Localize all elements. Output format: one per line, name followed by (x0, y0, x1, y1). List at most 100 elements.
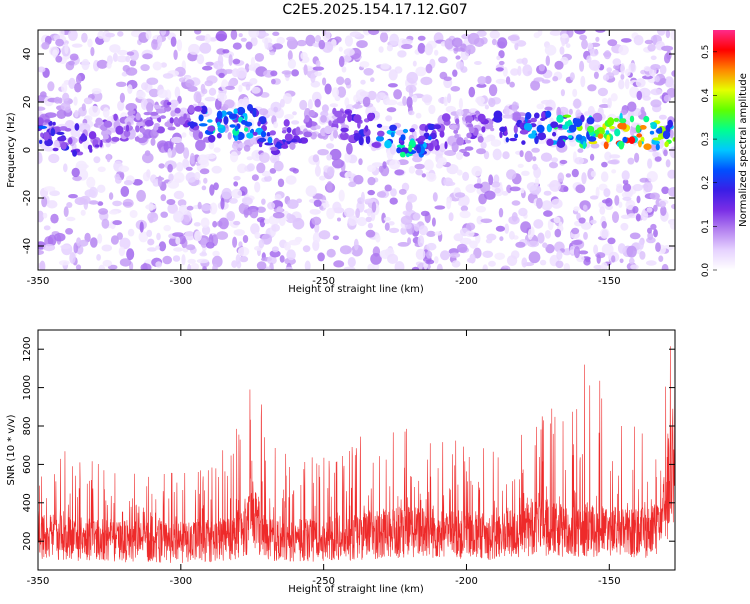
spectrogram-cell (485, 238, 493, 244)
spectrogram-cell (414, 223, 420, 232)
spectrogram-ridge-cell (283, 119, 290, 127)
spectrogram-ridge-cell (534, 135, 539, 145)
spectrogram-cell (208, 234, 214, 246)
spectrogram-cell (600, 171, 609, 182)
spectrogram-ridge-cell (416, 144, 422, 154)
spectrogram-cell (196, 54, 205, 65)
spectrogram-cell (605, 197, 613, 207)
spectrogram-cell (88, 105, 101, 117)
spectrogram-cell (502, 191, 509, 196)
spectrogram-cell (432, 192, 438, 202)
spectrogram-cell (495, 67, 504, 72)
spectrogram-ridge-cell (315, 125, 321, 130)
spectrogram-cell (521, 170, 530, 176)
spectrogram-cell (194, 230, 202, 242)
spectrogram-ridge-cell (339, 132, 349, 141)
spectrogram-cell (120, 186, 130, 197)
spectrogram-ridge-cell (167, 126, 176, 131)
spectrogram-cell (138, 231, 149, 243)
spectrogram-ridge-cell (429, 142, 434, 150)
spectrogram-ridge-cell (297, 138, 303, 144)
spectrogram-ridge-cell (324, 125, 333, 135)
spectrogram-cell (264, 175, 272, 182)
spectrogram-cell (115, 81, 127, 88)
spectrogram-cell (81, 32, 88, 43)
spectrogram-cell (326, 154, 333, 161)
spectrogram-cell (202, 65, 213, 71)
spectrogram-cell (185, 244, 196, 251)
spectrogram-cell (83, 97, 93, 105)
spectrogram-cell (155, 261, 163, 268)
spectrogram-cell (152, 61, 162, 71)
spectrogram-cell (173, 210, 184, 223)
spectrogram-cell (578, 217, 586, 224)
spectrogram-ridge-cell (597, 133, 604, 139)
spectrogram-cell (160, 194, 167, 202)
spectrogram-ridge-cell (194, 105, 203, 112)
spectrogram-cell (213, 147, 221, 153)
spectrogram-cell (542, 242, 548, 248)
spectrogram-cell (112, 200, 122, 207)
spectrogram-ridge-cell (399, 151, 406, 158)
spectrogram-ridge-cell (305, 121, 313, 128)
spectrogram-cell (84, 232, 91, 243)
spectrogram-cell (552, 76, 559, 82)
spectrogram-cell (169, 99, 179, 108)
spectrogram-cell (543, 210, 553, 217)
spectrogram-cell (38, 66, 46, 73)
spectrogram-cell (96, 59, 108, 69)
spectrogram-cell (610, 93, 618, 102)
spectrogram-cell (183, 147, 190, 160)
spectrogram-cell (225, 85, 236, 90)
spectrogram-cell (408, 110, 415, 116)
spectrogram-cell (640, 106, 645, 115)
spectrogram-cell (653, 229, 658, 238)
spectrogram-cell (215, 30, 228, 42)
spectrogram-cell (639, 251, 646, 260)
spectrogram-cell (43, 186, 56, 192)
spectrogram-ridge-cell (275, 143, 284, 149)
spectrogram-ridge-cell (266, 132, 271, 137)
spectrogram-ridge-cell (636, 133, 643, 138)
spectrogram-cell (329, 148, 342, 161)
spectrogram-ridge-cell (607, 117, 615, 126)
spectrogram-cell (231, 188, 243, 199)
spectrogram-cell (572, 88, 578, 98)
spectrogram-cell (607, 159, 619, 165)
spectrogram-cell (506, 184, 512, 194)
spectrogram-ridge-cell (525, 112, 532, 120)
spectrogram-ridge-cell (367, 112, 375, 122)
spectrogram-cell (639, 177, 649, 183)
spectrogram-cell (146, 77, 159, 85)
spectrogram-cell (173, 49, 178, 60)
spectrogram-cell (506, 255, 518, 266)
spectrogram-cell (642, 75, 653, 80)
spectrogram-cell (434, 49, 439, 56)
spectrogram-ridge-cell (656, 127, 662, 134)
spectrogram-ridge-cell (80, 133, 86, 142)
spectrogram-cell (367, 90, 377, 101)
spectrogram-cell (624, 68, 631, 77)
spectrogram-ridge-cell (56, 131, 65, 135)
spectrogram-ridge-cell (563, 114, 572, 118)
spectrogram-cell (166, 199, 176, 205)
spectrogram-ridge-cell (72, 149, 78, 157)
spectrogram-cell (405, 201, 413, 213)
spectrogram-cell (458, 200, 464, 207)
spectrogram-cell (415, 112, 422, 119)
spectrogram-cell (307, 98, 313, 110)
spectrogram-cell (55, 55, 63, 63)
spectrogram-cell (344, 152, 351, 163)
spectrogram-cell (370, 77, 375, 82)
spectrogram-cell (563, 186, 569, 192)
spectrogram-ridge-cell (519, 129, 529, 135)
spectrogram-ridge-cell (466, 123, 474, 128)
spectrogram-cell (400, 215, 413, 225)
spectrogram-cell (580, 75, 586, 88)
spectrogram-cell (245, 41, 253, 50)
spectrogram-cell (254, 231, 261, 239)
spectrogram-cell (650, 99, 662, 108)
spectrogram-cell (401, 43, 413, 50)
spectrogram-cell (264, 37, 269, 50)
spectrogram-ridge-cell (198, 123, 208, 127)
